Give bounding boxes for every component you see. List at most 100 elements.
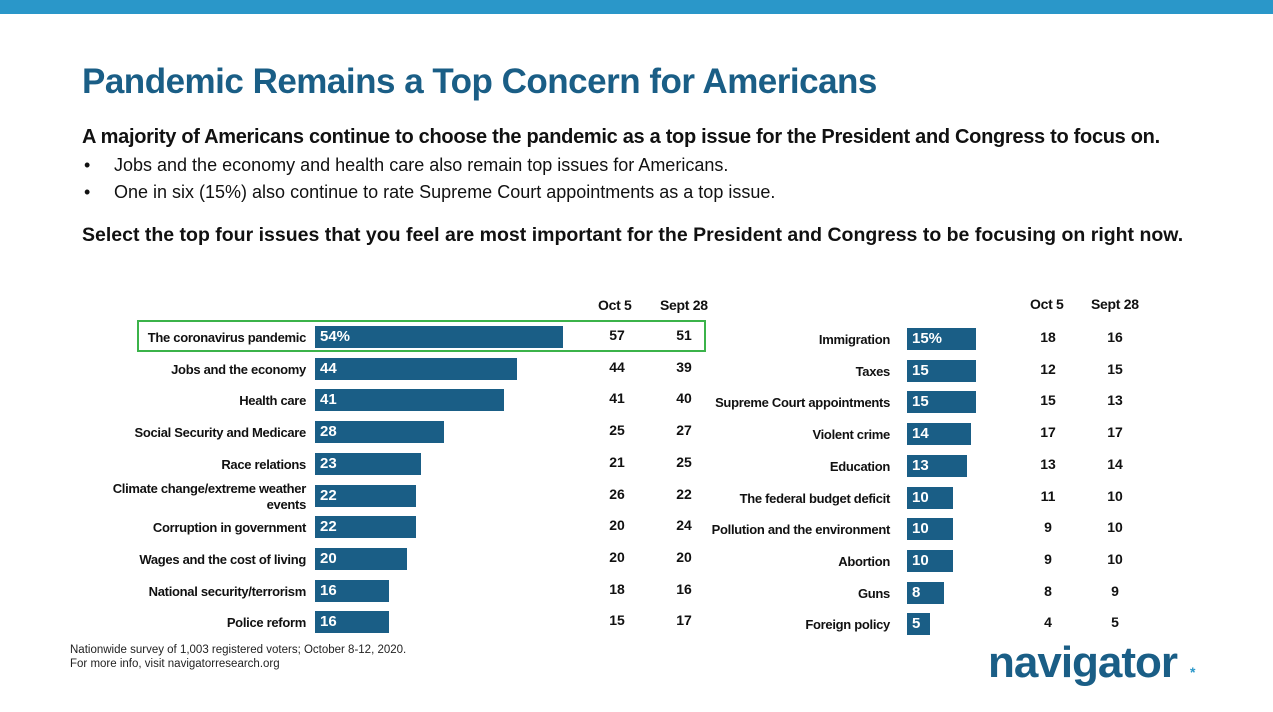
right-bar [907, 391, 976, 414]
key-findings-list: • Jobs and the economy and health care al… [82, 152, 775, 206]
navigator-logo: navigator [988, 638, 1178, 687]
right-bar [907, 359, 976, 382]
right-bar [907, 549, 953, 572]
left-bar [315, 326, 564, 348]
left-bar [315, 611, 389, 634]
left-category-label: Race relations [221, 456, 306, 472]
left-bar [315, 389, 504, 412]
left-oct5-value: 20 [609, 517, 625, 534]
left-category-label: The coronavirus pandemic [147, 330, 307, 345]
right-bar [907, 581, 944, 604]
right-sept28-value: 9 [1111, 582, 1119, 599]
left-sept28-value: 51 [676, 327, 692, 343]
right-category-label: Pollution and the environment [711, 522, 891, 538]
bullet-icon: • [84, 155, 91, 175]
left-category-label: Jobs and the economy [171, 361, 306, 377]
key-finding-text: One in six (15%) also continue to rate S… [114, 182, 776, 202]
right-category-label: Immigration [818, 332, 890, 347]
left-oct5-value: 26 [609, 485, 625, 502]
left-bar [315, 484, 417, 507]
left-sept28-value: 40 [676, 390, 692, 407]
left-bar [315, 452, 421, 475]
left-bar [315, 516, 417, 539]
left-bar [315, 421, 444, 444]
left-category-label: Social Security and Medicare [134, 425, 306, 441]
left-bar [315, 579, 389, 602]
left-bar-value-label: 16 [320, 581, 337, 599]
footnote: Nationwide survey of 1,003 registered vo… [70, 643, 406, 671]
left-sept28-value: 17 [676, 612, 692, 629]
left-sept28-value: 25 [676, 453, 692, 470]
right-bar-value-label: 15 [912, 361, 929, 379]
right-oct5-value: 11 [1040, 487, 1056, 504]
top-accent-bar [0, 0, 1273, 14]
right-sept28-value: 13 [1107, 392, 1123, 409]
right-oct5-value: 9 [1044, 519, 1052, 536]
right-col-header-oct5: Oct 5 [1030, 296, 1064, 312]
left-bar-value-label: 28 [320, 423, 337, 441]
left-oct5-value: 41 [609, 390, 625, 407]
right-bar-value-label: 15% [912, 330, 943, 347]
right-oct5-value: 18 [1040, 329, 1056, 345]
left-bar [315, 547, 407, 570]
left-sept28-value: 16 [676, 580, 692, 597]
right-oct5-value: 9 [1044, 550, 1052, 567]
left-sept28-value: 39 [676, 358, 692, 375]
right-sept28-value: 10 [1107, 519, 1123, 536]
left-bar-value-label: 16 [320, 613, 337, 631]
left-sept28-value: 24 [676, 517, 692, 534]
right-bar-value-label: 15 [912, 393, 929, 411]
left-col-header-oct5: Oct 5 [598, 297, 632, 313]
left-bar-value-label: 54% [320, 328, 351, 345]
right-bar-value-label: 14 [912, 425, 929, 443]
right-oct5-value: 17 [1040, 424, 1056, 441]
right-bar [907, 486, 953, 509]
page-title: Pandemic Remains a Top Concern for Ameri… [82, 62, 877, 101]
left-bar [315, 357, 518, 380]
right-sept28-value: 10 [1107, 550, 1123, 567]
left-bar-value-label: 44 [320, 359, 337, 377]
right-sept28-value: 5 [1111, 614, 1119, 631]
left-bar-value-label: 41 [320, 391, 337, 409]
right-sept28-value: 17 [1107, 424, 1123, 441]
right-oct5-value: 13 [1040, 455, 1056, 472]
right-category-label: Guns [857, 585, 890, 601]
right-bar-value-label: 13 [912, 456, 929, 474]
right-category-label: The federal budget deficit [739, 490, 891, 506]
survey-question: Select the top four issues that you feel… [82, 224, 1184, 246]
left-bar-value-label: 22 [320, 518, 337, 536]
bullet-icon: • [84, 182, 91, 202]
right-bar-value-label: 10 [912, 551, 929, 569]
right-bar-value-label: 8 [912, 583, 921, 601]
right-bar-value-label: 5 [912, 615, 921, 633]
right-sept28-value: 14 [1107, 455, 1123, 472]
right-sept28-value: 10 [1107, 487, 1123, 504]
right-category-label: Education [829, 458, 890, 474]
right-bar [907, 454, 967, 477]
highlight-box [137, 320, 706, 352]
left-oct5-value: 15 [609, 612, 625, 629]
left-oct5-value: 21 [609, 453, 625, 470]
key-finding-text: Jobs and the economy and health care als… [114, 155, 729, 175]
left-category-label: Corruption in government [152, 520, 306, 536]
left-oct5-value: 18 [609, 580, 625, 597]
right-bar-value-label: 10 [912, 488, 929, 506]
right-oct5-value: 15 [1040, 392, 1056, 409]
key-finding: • One in six (15%) also continue to rate … [82, 179, 775, 206]
left-sept28-value: 27 [676, 422, 692, 439]
left-oct5-value: 44 [609, 358, 625, 375]
left-category-label: Police reform [226, 615, 306, 631]
right-bar [907, 328, 976, 350]
right-category-label: Supreme Court appointments [715, 395, 890, 411]
right-col-header-sept28: Sept 28 [1091, 296, 1139, 312]
right-category-label: Abortion [838, 553, 890, 569]
right-category-label: Foreign policy [805, 617, 890, 633]
right-oct5-value: 4 [1044, 614, 1052, 631]
left-oct5-value: 25 [609, 422, 625, 439]
right-category-label: Taxes [855, 363, 891, 379]
left-category-label: Health care [239, 393, 306, 409]
left-category-label: National security/terrorism [148, 583, 307, 599]
left-oct5-value: 57 [609, 327, 625, 343]
right-bar [907, 423, 972, 446]
right-oct5-value: 8 [1044, 582, 1052, 599]
